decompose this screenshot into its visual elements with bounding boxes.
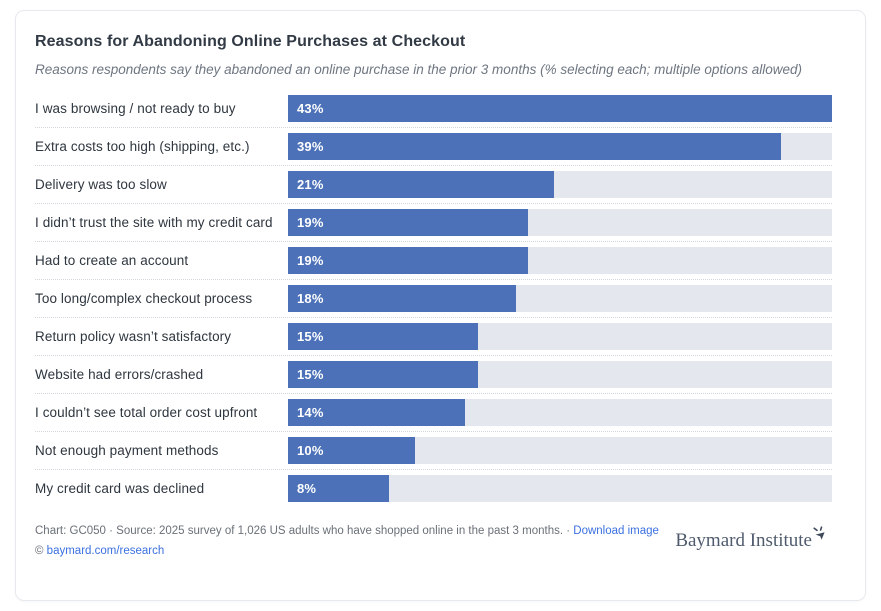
bar-value: 21% (297, 176, 324, 192)
footer-source-text: Chart: GC050 · Source: 2025 survey of 1,… (35, 524, 574, 537)
download-image-link[interactable]: Download image (573, 524, 659, 537)
row-label: Too long/complex checkout process (35, 290, 253, 306)
bar-fill: 21% (288, 170, 554, 198)
footer-copyright-line: © baymard.com/research (35, 541, 659, 561)
bar-track: 15% (288, 360, 832, 388)
bar-fill: 8% (288, 475, 390, 503)
bar-value: 43% (297, 100, 324, 116)
brand-name: Baymard Institute (675, 530, 812, 552)
bar-track: 19% (288, 208, 832, 236)
baymard-research-link[interactable]: baymard.com/research (46, 545, 165, 558)
chart-footer: Chart: GC050 · Source: 2025 survey of 1,… (35, 521, 832, 561)
chart-row: Website had errors/crashed 15% (35, 356, 832, 394)
bar-fill: 39% (288, 132, 782, 160)
row-label: My credit card was declined (35, 481, 205, 497)
copyright-symbol: © (35, 545, 47, 558)
row-label: I was browsing / not ready to buy (35, 100, 236, 116)
chart-row: Extra costs too high (shipping, etc.) 39… (35, 128, 832, 166)
bar-track: 15% (288, 322, 832, 350)
bar-track: 39% (288, 132, 832, 160)
bar-value: 10% (297, 442, 324, 458)
chart-subtitle: Reasons respondents say they abandoned a… (35, 62, 802, 77)
bar-track: 18% (288, 284, 832, 312)
row-label: Had to create an account (35, 252, 189, 268)
bar-fill: 15% (288, 360, 478, 388)
chart-row: I couldn’t see total order cost upfront … (35, 394, 832, 432)
bar-fill: 15% (288, 322, 478, 350)
bar-value: 14% (297, 404, 324, 420)
brand-logo: Baymard Institute (675, 526, 832, 552)
row-label: Extra costs too high (shipping, etc.) (35, 138, 250, 154)
bar-value: 15% (297, 328, 324, 344)
bar-track: 14% (288, 398, 832, 426)
bar-value: 8% (297, 481, 317, 497)
bar-value: 19% (297, 252, 324, 268)
row-label: Website had errors/crashed (35, 366, 204, 382)
chart-row: I was browsing / not ready to buy 43% (35, 90, 832, 128)
bar-track: 21% (288, 170, 832, 198)
chart-row: Delivery was too slow 21% (35, 166, 832, 204)
footer-source-line: Chart: GC050 · Source: 2025 survey of 1,… (35, 521, 659, 541)
row-label: Return policy wasn’t satisfactory (35, 328, 232, 344)
chart-row: My credit card was declined 8% (35, 470, 832, 508)
row-label: Not enough payment methods (35, 442, 219, 458)
bar-track: 43% (288, 94, 832, 122)
bar-value: 19% (297, 214, 324, 230)
bar-fill: 10% (288, 436, 415, 464)
row-label: I didn’t trust the site with my credit c… (35, 214, 273, 230)
bar-track: 8% (288, 475, 832, 503)
bar-track: 10% (288, 436, 832, 464)
chart-row: Not enough payment methods 10% (35, 432, 832, 470)
row-label: I couldn’t see total order cost upfront (35, 404, 258, 420)
bar-value: 18% (297, 290, 324, 306)
bar-value: 15% (297, 366, 324, 382)
bar-value: 39% (297, 138, 324, 154)
chart-title: Reasons for Abandoning Online Purchases … (35, 33, 466, 50)
bar-fill: 19% (288, 208, 529, 236)
bar-fill: 43% (288, 94, 832, 122)
footer-text: Chart: GC050 · Source: 2025 survey of 1,… (35, 521, 659, 561)
chart-row: Return policy wasn’t satisfactory 15% (35, 318, 832, 356)
cursor-click-icon (811, 525, 826, 547)
chart-rows: I was browsing / not ready to buy 43% Ex… (35, 90, 832, 508)
chart-row: Too long/complex checkout process 18% (35, 280, 832, 318)
chart-row: Had to create an account 19% (35, 242, 832, 280)
row-label: Delivery was too slow (35, 176, 167, 192)
bar-track: 19% (288, 246, 832, 274)
bar-fill: 18% (288, 284, 516, 312)
bar-fill: 19% (288, 246, 529, 274)
chart-card: Reasons for Abandoning Online Purchases … (15, 10, 866, 601)
chart-row: I didn’t trust the site with my credit c… (35, 204, 832, 242)
bar-fill: 14% (288, 398, 466, 426)
